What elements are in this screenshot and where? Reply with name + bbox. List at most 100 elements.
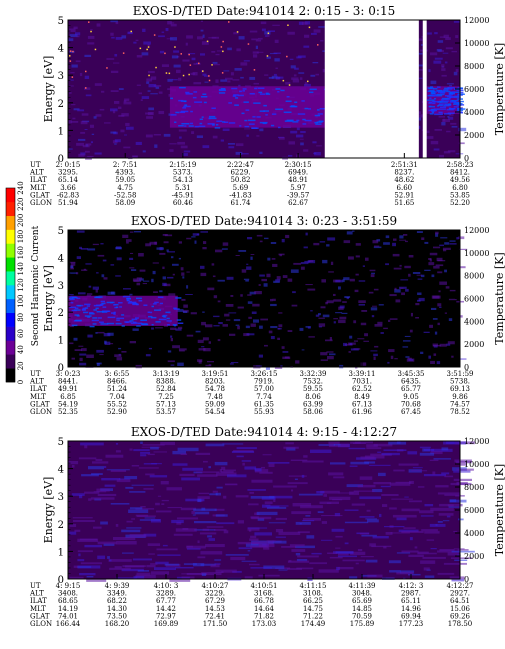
- heatmap-cell: [292, 503, 312, 507]
- heatmap-cell: [90, 29, 93, 31]
- heatmap-cell: [122, 565, 146, 567]
- heatmap-cell: [162, 544, 168, 547]
- heatmap-cell: [430, 548, 437, 550]
- heatmap-cell: [329, 353, 336, 356]
- table-cell: 57.13: [156, 400, 176, 408]
- heatmap-cell: [343, 277, 350, 281]
- heatmap-cell: [320, 40, 324, 42]
- heatmap-cell: [201, 572, 222, 575]
- panel-1: EXOS-D/TED Date:941014 2: 0:15 - 3: 0:15…: [29, 4, 505, 207]
- heatmap-cell: [435, 264, 444, 267]
- heatmap-cell: [73, 309, 81, 311]
- table-cell: 63.99: [303, 400, 323, 408]
- heatmap-cell: [159, 252, 166, 255]
- heatmap-cell: [159, 302, 163, 305]
- heatmap-cell: [449, 97, 452, 99]
- heatmap-cell: [186, 237, 192, 240]
- heatmap-cell: [104, 341, 111, 345]
- heatmap-cell: [188, 53, 190, 56]
- heatmap-cell: [198, 360, 202, 364]
- heatmap-cell: [405, 240, 408, 243]
- heatmap-cell: [135, 508, 155, 510]
- table-cell: 6949.: [288, 169, 308, 177]
- heatmap-cell: [225, 304, 234, 307]
- heatmap-cell: [437, 492, 461, 495]
- heatmap-cell: [72, 50, 74, 53]
- heatmap-cell: [135, 514, 149, 517]
- heatmap-cell: [205, 364, 212, 367]
- table-cell: 3:39:11: [349, 370, 376, 378]
- table-cell: 57.00: [254, 385, 274, 393]
- table-row-label: ILAT: [30, 597, 47, 605]
- heatmap-cell: [293, 74, 297, 77]
- heatmap-cell: [338, 553, 349, 556]
- heatmap-cell: [216, 120, 223, 122]
- heatmap-cell: [377, 451, 382, 453]
- data-gap: [422, 20, 427, 158]
- heatmap-cell: [169, 143, 177, 145]
- heatmap-cell: [100, 243, 104, 245]
- heatmap-cell: [433, 353, 437, 356]
- heatmap-cell: [240, 76, 244, 79]
- heatmap-cell: [247, 294, 252, 296]
- heatmap-cell: [164, 563, 180, 566]
- heatmap-cell: [186, 334, 194, 337]
- heatmap-cell: [72, 464, 75, 468]
- heatmap-cell: [170, 364, 175, 366]
- heatmap-cell: [264, 35, 268, 37]
- heatmap-cell: [177, 362, 184, 366]
- heatmap-cell: [288, 475, 307, 477]
- heatmap-cell: [273, 499, 276, 502]
- heatmap-cell: [253, 82, 259, 85]
- heatmap-cell: [209, 117, 217, 120]
- heatmap-cell: [150, 93, 158, 95]
- heatmap-cell: [253, 319, 259, 323]
- heatmap-cell: [115, 21, 119, 25]
- heatmap-cell: [202, 73, 207, 76]
- heatmap-cell: [152, 303, 157, 305]
- heatmap-cell: [183, 150, 191, 153]
- heatmap-cell: [408, 255, 414, 258]
- heatmap-cell: [415, 38, 423, 41]
- table-row-label: GLAT: [30, 191, 50, 199]
- heatmap-cell: [235, 495, 249, 498]
- heatmap-cell: [256, 365, 263, 368]
- heatmap-cell: [443, 249, 447, 252]
- heatmap-cell: [314, 152, 321, 156]
- heatmap-cell: [170, 97, 173, 100]
- table-cell: 60.46: [173, 199, 194, 207]
- heatmap-cell: [304, 260, 311, 263]
- heatmap-cell: [317, 511, 324, 513]
- heatmap-cell: [172, 79, 178, 81]
- heatmap-background: [68, 441, 460, 579]
- heatmap-cell: [260, 466, 265, 469]
- heatmap-cell: [298, 21, 304, 25]
- heatmap-cell: [243, 60, 250, 62]
- heatmap-cell: [93, 526, 102, 529]
- heatmap-cell: [197, 36, 204, 40]
- heatmap-cell: [183, 563, 197, 565]
- heatmap-cell: [180, 100, 187, 102]
- heatmap-cell: [358, 303, 365, 306]
- heatmap-cell: [310, 74, 316, 77]
- heatmap-cell: [96, 349, 104, 353]
- colorbar-tick-label: 120: [17, 278, 25, 291]
- heatmap-cell: [433, 265, 440, 269]
- heatmap-cell: [300, 262, 309, 265]
- heatmap-cell: [303, 455, 308, 458]
- heatmap-cell: [420, 560, 436, 564]
- heatmap-cell: [446, 515, 451, 518]
- heatmap-cell: [167, 360, 175, 363]
- heatmap-cell: [147, 311, 150, 313]
- heatmap-cell: [450, 122, 457, 125]
- heatmap-cell: [389, 294, 397, 297]
- heatmap-cell: [87, 42, 95, 45]
- heatmap-cell: [106, 67, 108, 69]
- table-cell: 52.84: [156, 385, 177, 393]
- heatmap-cell: [86, 293, 93, 295]
- heatmap-cell: [69, 60, 72, 62]
- heatmap-cell: [264, 501, 273, 505]
- heatmap-cell: [90, 497, 115, 500]
- heatmap-cell: [99, 354, 104, 356]
- colorbar-tick-label: 200: [17, 214, 25, 227]
